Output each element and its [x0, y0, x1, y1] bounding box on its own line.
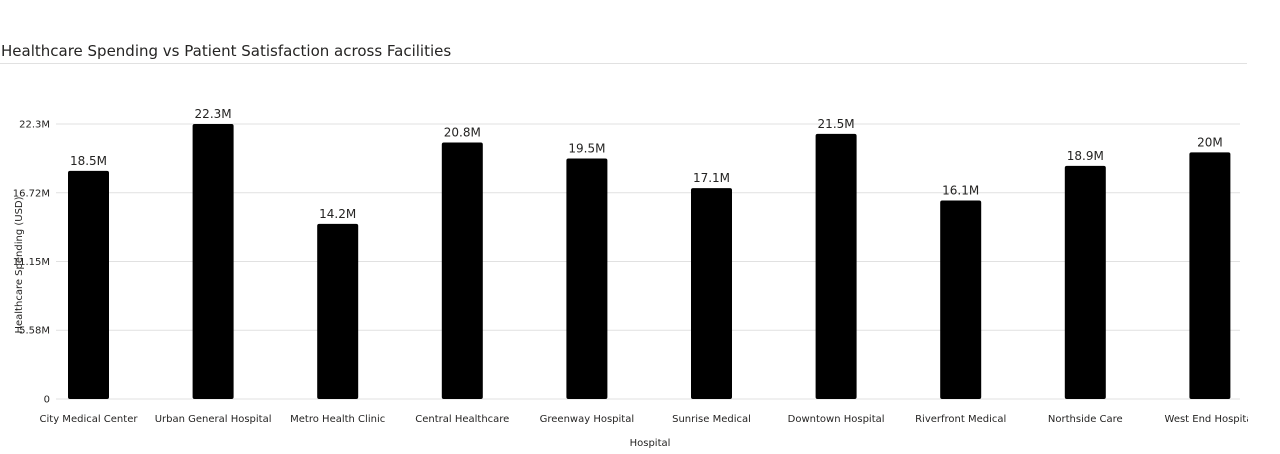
bar[interactable]: [192, 124, 234, 399]
x-tick-label: Riverfront Medical: [915, 414, 1006, 425]
data-labels: 18.5M 22.3M 14.2M 20.8M 19.5M 17.1M 21.5M 16.1M…: [70, 107, 1223, 221]
data-label: 18.5M: [70, 154, 107, 168]
x-tick-label: Metro Health Clinic: [290, 414, 385, 425]
y-tick-label: 16.72M: [13, 188, 50, 199]
bar[interactable]: [1189, 152, 1231, 399]
x-tick-label: West End Hospital: [1165, 414, 1248, 425]
gridlines: [56, 123, 1240, 400]
bar[interactable]: [68, 170, 109, 399]
x-axis-ticks: City Medical Center Urban General Hospita…: [40, 414, 1248, 425]
x-tick-label: Sunrise Medical: [672, 414, 751, 425]
x-tick-label: City Medical Center: [40, 414, 139, 425]
title-divider: [0, 63, 1247, 64]
y-tick-label: 22.3M: [19, 120, 50, 131]
y-tick-label: 11.15M: [13, 257, 50, 268]
bar[interactable]: [1064, 165, 1106, 399]
data-label: 21.5M: [818, 117, 855, 131]
data-label: 20.8M: [444, 125, 481, 139]
data-label: 22.3M: [195, 107, 232, 121]
x-tick-label: Urban General Hospital: [155, 414, 272, 425]
bar[interactable]: [691, 188, 732, 399]
x-tick-label: Northside Care: [1048, 414, 1123, 425]
bar[interactable]: [566, 158, 608, 399]
data-label: 14.2M: [319, 207, 356, 221]
data-label: 20M: [1197, 135, 1223, 149]
bar[interactable]: [940, 200, 982, 399]
chart-title: Healthcare Spending vs Patient Satisfact…: [1, 42, 452, 60]
data-label: 17.1M: [693, 171, 730, 185]
y-tick-label: 0: [44, 395, 50, 406]
bar[interactable]: [317, 223, 359, 399]
x-axis-label: Hospital: [630, 438, 671, 449]
bar[interactable]: [815, 133, 857, 399]
bar-chart: 0 5.58M 11.15M 16.72M 22.3M 18.5M 22.3M 14.2M 2…: [13, 107, 1248, 449]
x-tick-label: Central Healthcare: [415, 414, 509, 425]
y-axis-label: Healthcare Spending (USD): [14, 196, 25, 333]
data-label: 16.1M: [942, 183, 979, 197]
x-tick-label: Downtown Hospital: [788, 414, 885, 425]
x-tick-label: Greenway Hospital: [540, 414, 635, 425]
y-tick-label: 5.58M: [19, 326, 50, 337]
bar[interactable]: [441, 142, 483, 400]
y-axis-ticks: 0 5.58M 11.15M 16.72M 22.3M: [13, 120, 50, 406]
data-label: 19.5M: [568, 142, 605, 156]
data-label: 18.9M: [1067, 149, 1104, 163]
bars: [68, 124, 1231, 400]
